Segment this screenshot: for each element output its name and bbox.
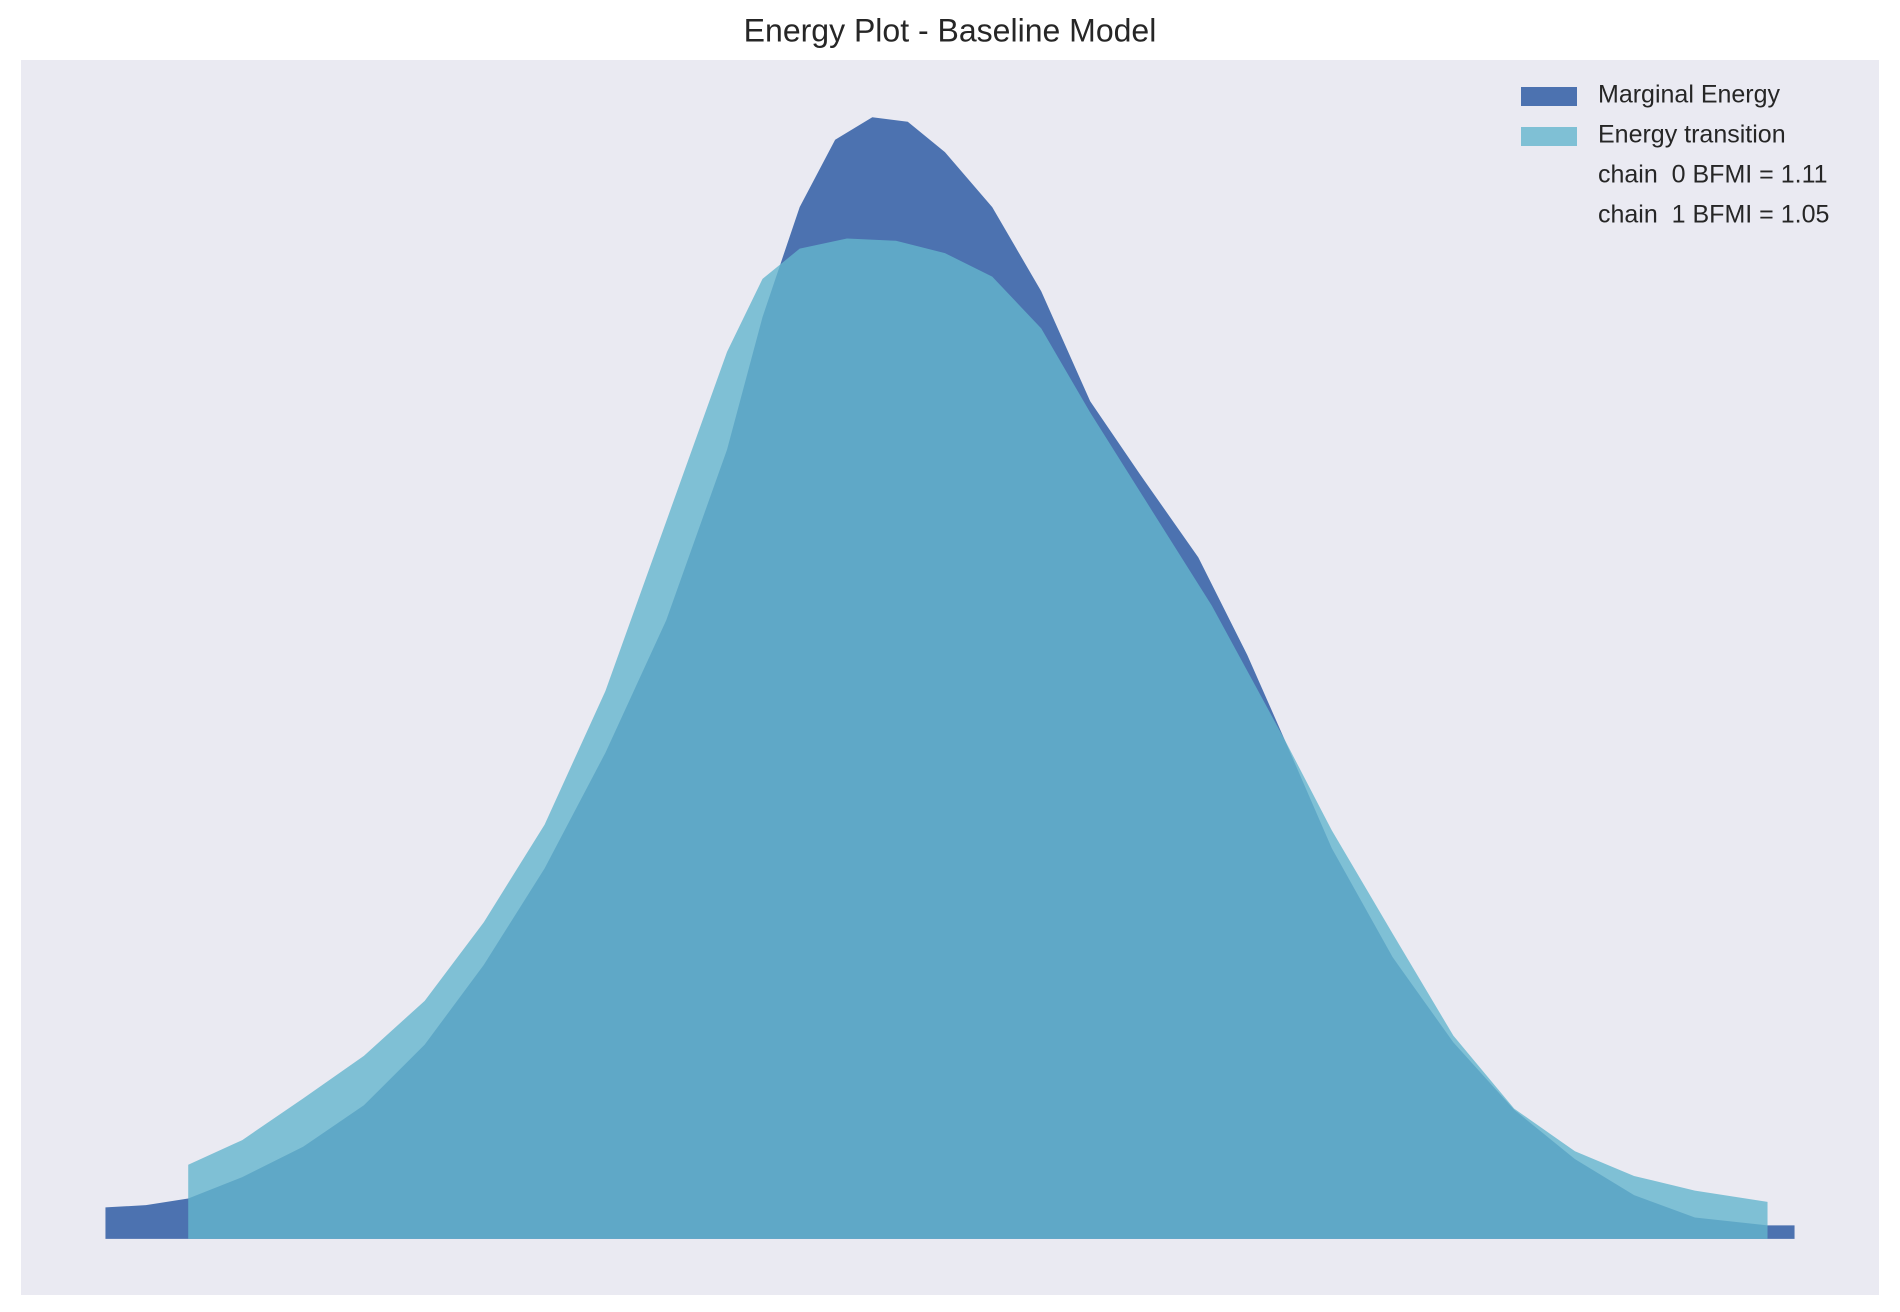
legend-label: Marginal Energy: [1598, 81, 1781, 109]
legend-label: Energy transition: [1598, 121, 1786, 149]
bfmi-annotation: chain 0 BFMI = 1.11: [1598, 161, 1828, 189]
legend: Marginal Energy Energy transition chain 0 …: [1521, 81, 1829, 229]
density-area: [188, 238, 1768, 1239]
legend-swatch: [1521, 127, 1577, 146]
areas: [105, 117, 1795, 1239]
bfmi-annotation: chain 1 BFMI = 1.05: [1598, 201, 1829, 229]
legend-swatch: [1521, 87, 1577, 106]
chart-title: Energy Plot - Baseline Model: [744, 12, 1157, 48]
